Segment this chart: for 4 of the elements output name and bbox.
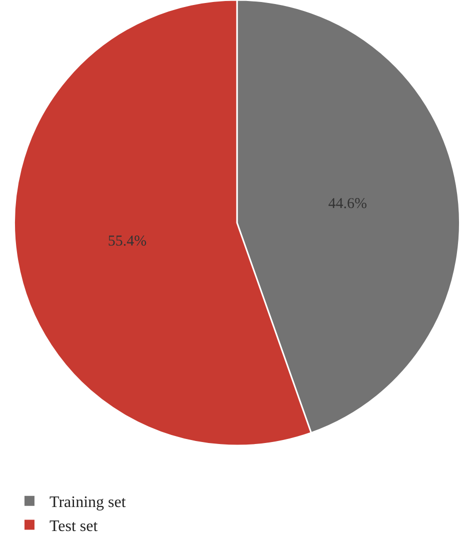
legend-label: Training set [49,494,126,512]
data-label: 44.6% [328,196,367,212]
data-label: 55.4% [108,234,147,250]
legend-label: Test set [49,518,98,535]
